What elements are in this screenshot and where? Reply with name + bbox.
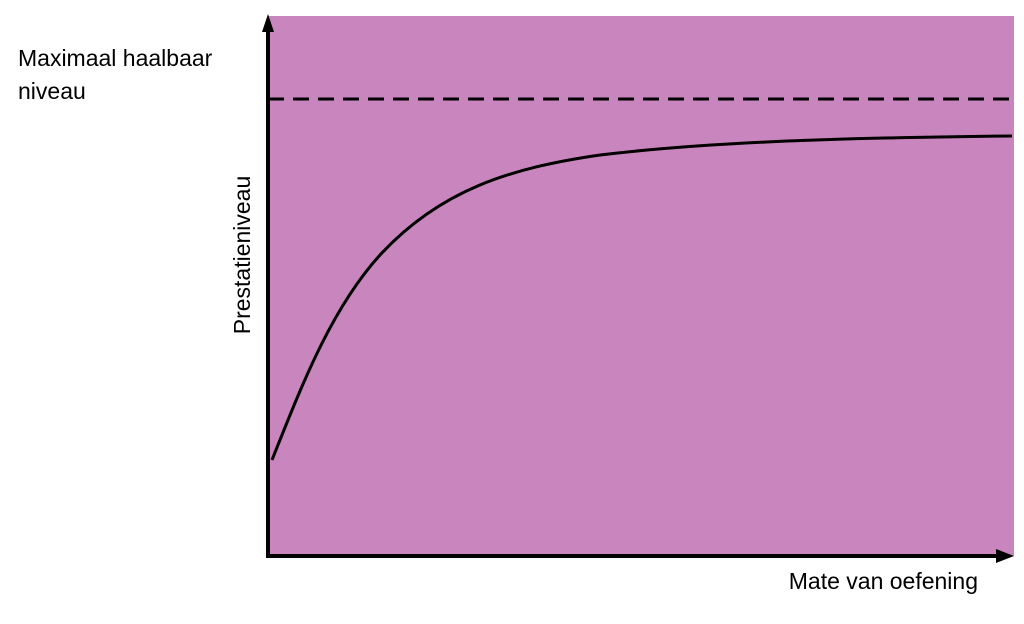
x-axis-arrowhead (996, 549, 1014, 563)
y-axis-label: Prestatieniveau (229, 175, 255, 335)
x-axis-label: Mate van oefening (788, 568, 978, 594)
maximum-level-label-line2: niveau (18, 78, 86, 104)
plot-background (268, 16, 1014, 556)
maximum-level-label-line1: Maximaal haalbaar (18, 45, 213, 71)
maximum-level-label: Maximaal haalbaar niveau (18, 42, 268, 108)
learning-curve (270, 134, 1013, 461)
y-axis-arrowhead (262, 14, 274, 32)
